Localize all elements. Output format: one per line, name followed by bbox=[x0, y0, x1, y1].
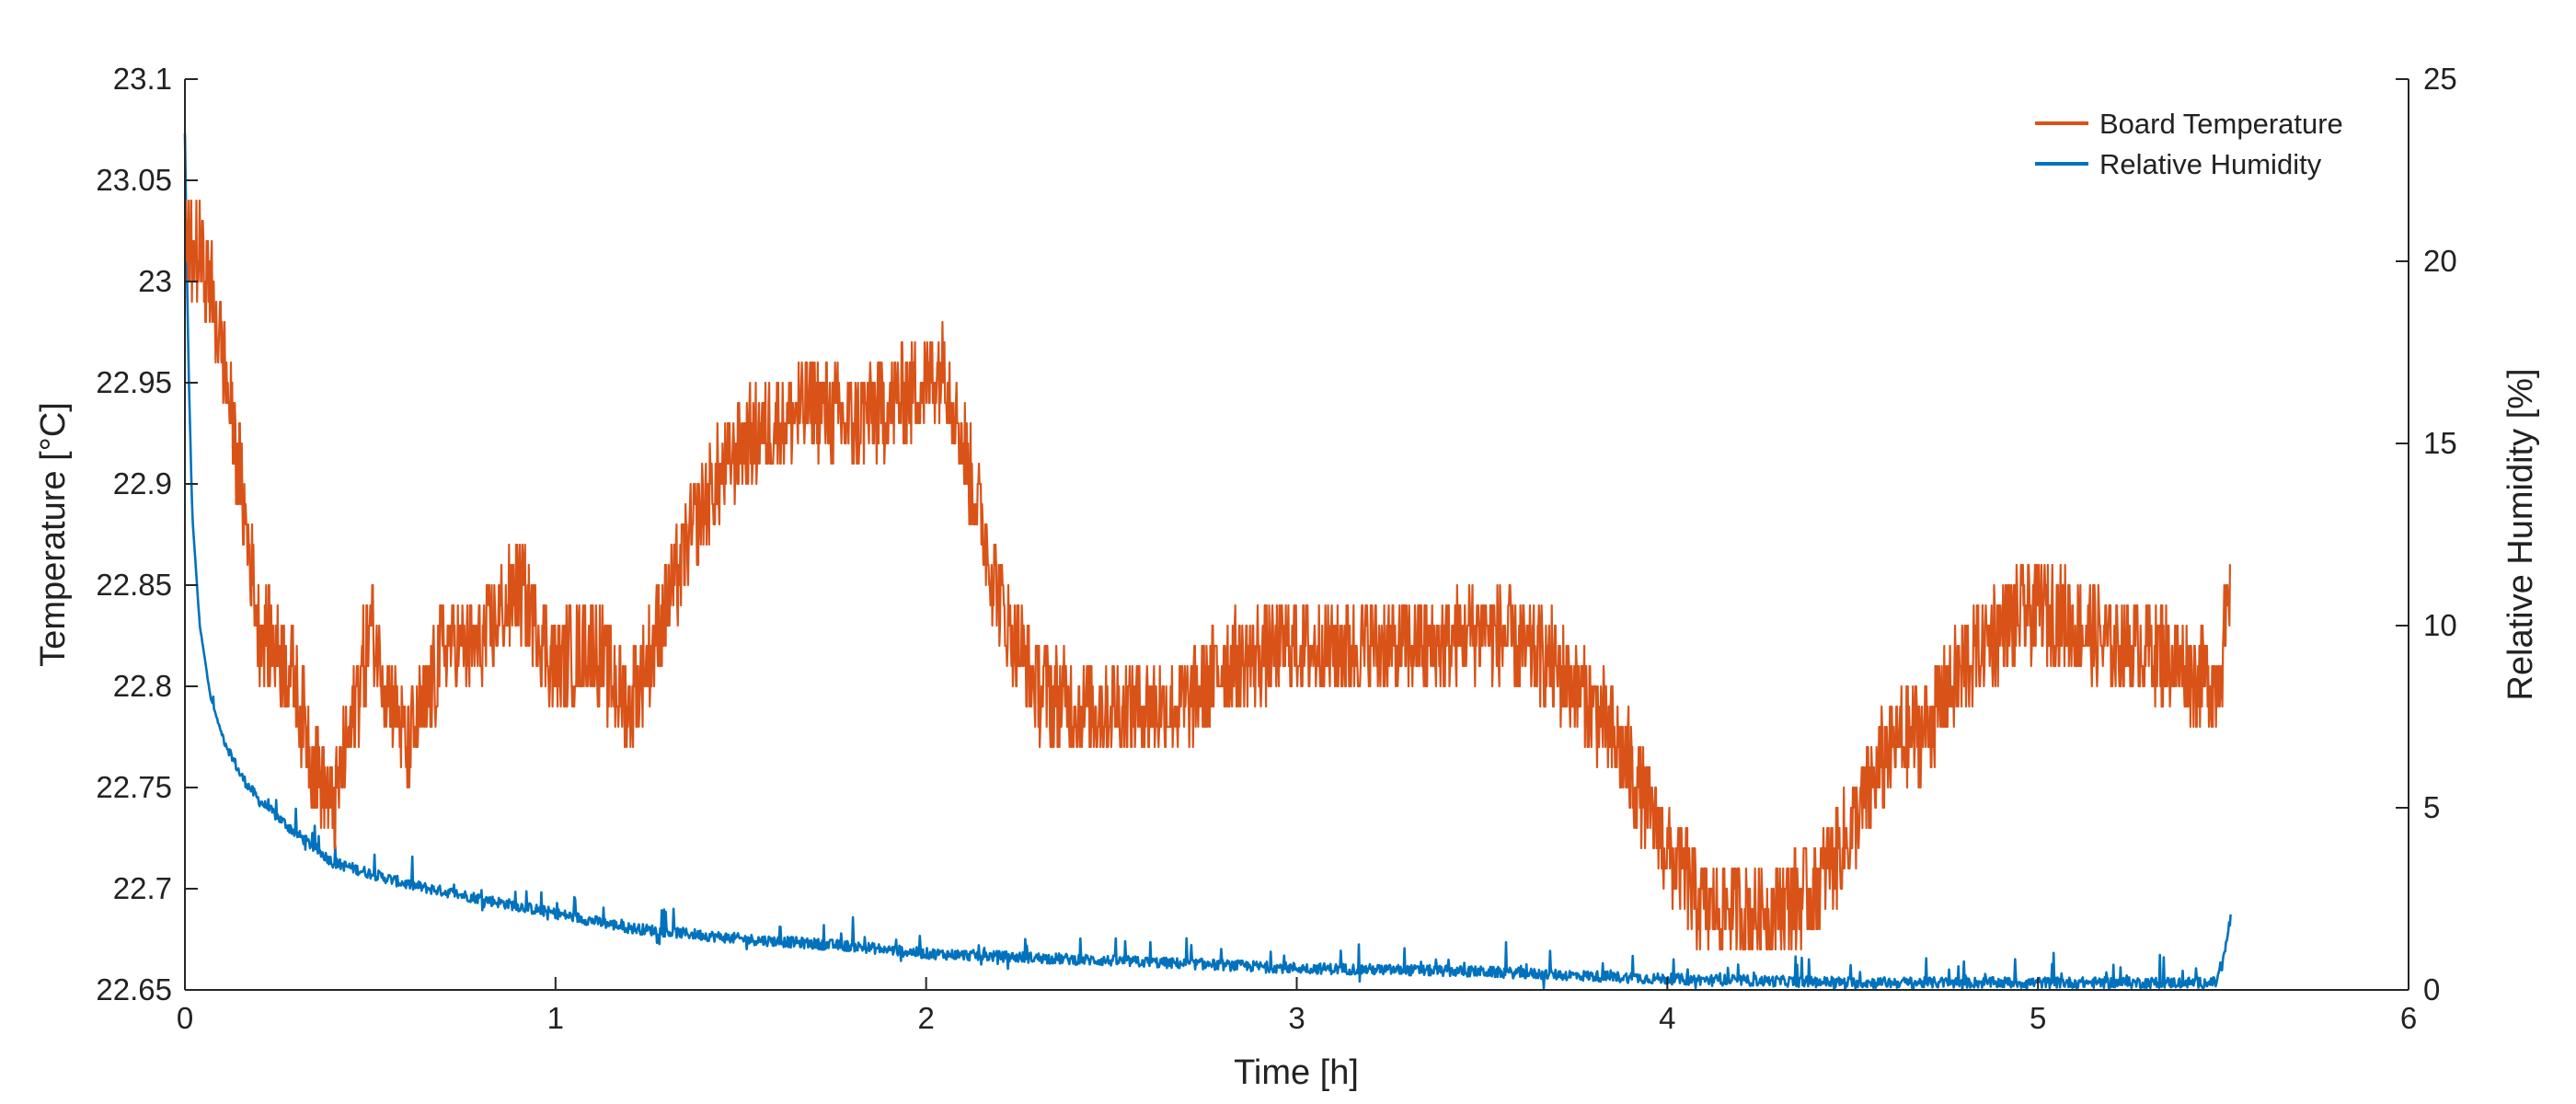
y-left-tick-label: 22.65 bbox=[96, 972, 172, 1006]
plot-lines bbox=[183, 132, 2232, 992]
y-right-tick-label: 10 bbox=[2423, 608, 2457, 642]
y-left-tick-label: 23.05 bbox=[96, 163, 172, 197]
series-line-relative-humidity bbox=[183, 132, 2232, 992]
x-axis-title: Time [h] bbox=[1234, 1053, 1359, 1092]
series-line-board-temperature bbox=[183, 199, 2231, 951]
y-right-tick-label: 25 bbox=[2423, 62, 2457, 96]
y-left-tick-label: 22.9 bbox=[113, 466, 172, 500]
x-tick-label: 5 bbox=[2030, 1001, 2046, 1035]
y-left-tick-label: 22.95 bbox=[96, 365, 172, 399]
x-tick-label: 4 bbox=[1659, 1001, 1675, 1035]
y-left-tick-label: 23.1 bbox=[113, 62, 172, 96]
y-left-tick-label: 22.75 bbox=[96, 770, 172, 804]
y-left-tick-label: 22.8 bbox=[113, 669, 172, 703]
left-axis-title: Temperature [°C] bbox=[34, 402, 73, 667]
x-tick-label: 6 bbox=[2400, 1001, 2417, 1035]
y-left-tick-label: 23 bbox=[138, 264, 172, 298]
axis-ticks: 0 1 2 3 4 5 622.6522.722.7522.822.8522.922.952… bbox=[96, 62, 2456, 1035]
y-left-tick-label: 22.7 bbox=[113, 871, 172, 905]
legend: Board Temperature Relative Humidity bbox=[2035, 108, 2343, 180]
x-tick-label: 1 bbox=[547, 1001, 564, 1035]
legend-label-temperature: Board Temperature bbox=[2099, 108, 2343, 140]
y-right-tick-label: 20 bbox=[2423, 244, 2457, 278]
y-right-tick-label: 5 bbox=[2423, 790, 2440, 824]
y-left-tick-label: 22.85 bbox=[96, 568, 172, 602]
right-axis-title: Relative Humidity [%] bbox=[2501, 368, 2540, 700]
legend-label-humidity: Relative Humidity bbox=[2099, 148, 2322, 180]
x-tick-label: 0 bbox=[177, 1001, 193, 1035]
x-tick-label: 2 bbox=[917, 1001, 934, 1035]
y-right-tick-label: 0 bbox=[2423, 972, 2440, 1006]
x-tick-label: 3 bbox=[1288, 1001, 1305, 1035]
y-right-tick-label: 15 bbox=[2423, 426, 2457, 460]
